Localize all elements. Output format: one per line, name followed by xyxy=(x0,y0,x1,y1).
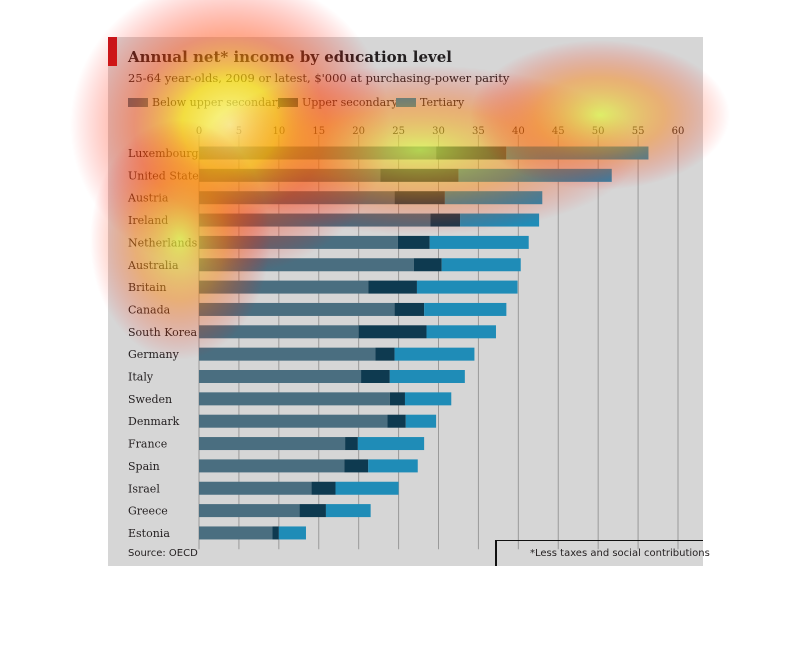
bar-segment xyxy=(199,504,300,518)
footnote-divider-horizontal xyxy=(495,540,703,541)
category-label: Greece xyxy=(128,505,168,518)
category-label: Canada xyxy=(128,303,171,316)
bar-segment xyxy=(426,325,496,339)
category-label: Denmark xyxy=(128,415,180,428)
bar-segment xyxy=(345,437,358,451)
x-tick-label: 0 xyxy=(196,126,202,137)
bar-segment xyxy=(344,459,369,473)
bar-segment xyxy=(361,370,390,383)
bar-segment xyxy=(424,302,507,316)
bar-segment xyxy=(394,347,475,361)
bar-segment xyxy=(441,258,521,272)
bar-segment xyxy=(506,146,649,160)
category-label: Australia xyxy=(127,259,179,272)
bar-segment xyxy=(199,392,390,406)
x-tick-label: 45 xyxy=(552,126,565,137)
footnote: *Less taxes and social contributions xyxy=(530,548,710,559)
category-label: Estonia xyxy=(128,527,170,540)
x-tick-label: 55 xyxy=(632,126,645,137)
bar-segment xyxy=(199,213,431,227)
x-tick-label: 50 xyxy=(592,126,605,137)
category-label: Luxembourg xyxy=(128,147,199,160)
bar-segment xyxy=(444,191,543,205)
bar-segment xyxy=(199,146,437,160)
bar-segment xyxy=(358,325,427,339)
bar-segment xyxy=(394,191,445,205)
bar-segment xyxy=(397,235,430,249)
bar-segment xyxy=(199,235,398,249)
bar-segment xyxy=(199,191,395,205)
x-tick-label: 35 xyxy=(472,126,485,137)
category-label: Spain xyxy=(128,460,160,473)
bar-segment xyxy=(335,481,399,495)
category-label: Israel xyxy=(128,482,160,495)
bar-segment xyxy=(199,459,345,473)
bar-segment xyxy=(199,437,346,451)
bar-segment xyxy=(430,213,461,227)
bar-segment xyxy=(357,437,425,451)
bar-segment xyxy=(405,414,437,428)
bar-segment xyxy=(199,302,395,316)
x-tick-label: 15 xyxy=(312,126,325,137)
x-tick-label: 60 xyxy=(672,126,685,137)
bar-segment xyxy=(299,504,326,518)
bar-segment xyxy=(368,280,417,294)
source-note: Source: OECD xyxy=(128,548,198,559)
bar-segment xyxy=(387,414,406,428)
bar-segment xyxy=(199,370,362,383)
category-label: Italy xyxy=(128,371,154,384)
bar-segment xyxy=(199,481,312,495)
bar-segment xyxy=(375,347,395,361)
x-tick-label: 40 xyxy=(512,126,525,137)
category-label: Sweden xyxy=(128,393,172,406)
category-label: Ireland xyxy=(128,214,168,227)
bar-segment xyxy=(199,168,381,182)
bar-segment xyxy=(199,325,359,339)
category-label: Britain xyxy=(128,281,166,294)
category-label: Netherlands xyxy=(128,236,198,249)
category-label: Austria xyxy=(127,192,169,205)
bar-segment xyxy=(199,347,376,361)
bar-segment xyxy=(458,168,612,182)
bar-segment xyxy=(460,213,540,227)
x-tick-label: 5 xyxy=(236,126,242,137)
bar-segment xyxy=(380,168,459,182)
bar-segment xyxy=(429,235,529,249)
bar-segment xyxy=(199,258,414,272)
bar-segment xyxy=(311,481,336,495)
x-tick-label: 20 xyxy=(352,126,365,137)
category-label: Germany xyxy=(128,348,180,361)
bar-segment xyxy=(368,459,418,473)
bar-segment xyxy=(394,302,425,316)
x-tick-label: 10 xyxy=(272,126,285,137)
bar-segment xyxy=(436,146,507,160)
bar-segment xyxy=(413,258,442,272)
bar-segment xyxy=(325,504,371,518)
bar-segment xyxy=(278,526,306,540)
bar-segment xyxy=(199,414,388,428)
bar-segment xyxy=(272,526,279,540)
category-label: United States xyxy=(128,169,205,182)
bar-segment xyxy=(404,392,452,406)
bar-segment xyxy=(199,280,369,294)
bar-segment xyxy=(389,370,465,383)
x-tick-label: 30 xyxy=(432,126,445,137)
category-label: France xyxy=(128,438,167,451)
bar-segment xyxy=(416,280,518,294)
x-tick-label: 25 xyxy=(392,126,405,137)
bar-segment xyxy=(199,526,273,540)
footnote-divider-vertical xyxy=(495,540,497,566)
bar-segment xyxy=(389,392,405,406)
category-label: South Korea xyxy=(128,326,198,339)
